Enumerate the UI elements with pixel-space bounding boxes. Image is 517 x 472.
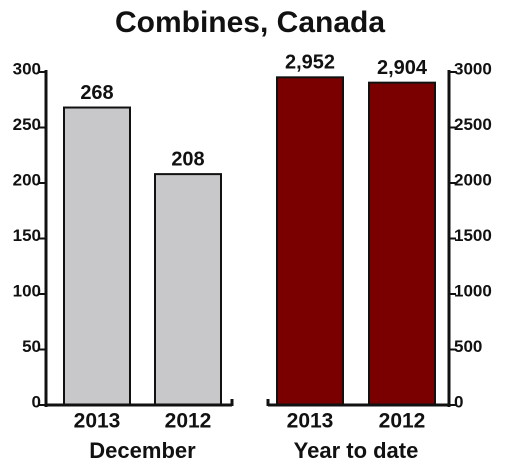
x-tick-label: 2012 [165,410,212,433]
x-axis-title: Year to date [294,438,419,463]
value-label: 208 [171,148,204,170]
y-tick-label: 300 [13,59,41,78]
chart-title: Combines, Canada [115,6,385,39]
x-tick-label: 2013 [287,410,334,433]
x-axis-title: December [89,438,196,463]
y-tick-label: 1500 [454,226,492,245]
y-tick-label: 1000 [454,281,492,300]
x-tick-label: 2012 [379,410,426,433]
x-tick-label: 2013 [74,410,121,433]
value-label: 2,904 [377,57,428,79]
y-tick-label: 2500 [454,115,492,134]
y-tick-label: 0 [454,392,463,411]
bar [154,173,222,406]
bar [368,81,436,406]
bar [276,76,344,406]
y-tick-label: 0 [32,392,41,411]
y-tick-label: 150 [13,226,41,245]
y-tick-label: 50 [22,337,41,356]
y-tick-label: 100 [13,281,41,300]
value-label: 2,952 [285,52,335,74]
y-tick-label: 2000 [454,170,492,189]
value-label: 268 [80,82,113,104]
y-tick-label: 200 [13,170,41,189]
bar [63,106,131,407]
y-tick-label: 3000 [454,59,492,78]
y-tick-label: 250 [13,115,41,134]
y-tick-label: 500 [454,337,482,356]
